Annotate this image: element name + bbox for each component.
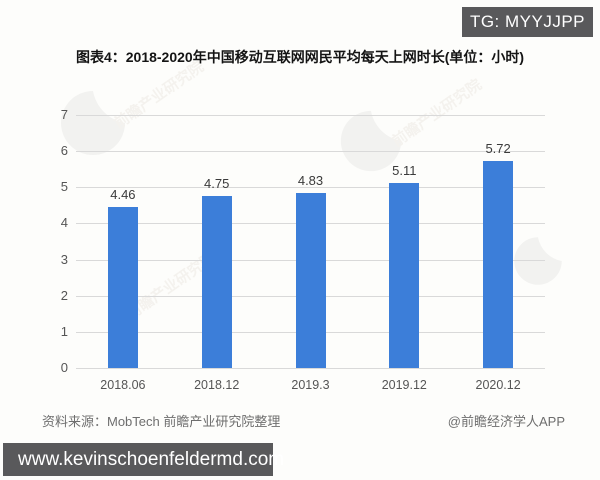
plot-area: 4.46 4.75 4.83 5.11 5.72 [76,115,545,369]
x-tick-label: 2020.12 [475,378,521,392]
bar-2019.12 [389,183,420,368]
gridline [76,151,545,153]
bar-value-label: 5.72 [485,141,511,157]
y-tick-label: 3 [60,251,68,267]
bar-value-label: 4.83 [297,173,324,189]
gridline [76,115,545,116]
source-text: 资料来源：MobTech 前瞻产业研究院整理 [42,414,281,429]
bar-value-label: 4.75 [204,176,230,192]
x-tick-label: 2018.12 [194,378,240,392]
tg-badge-text: TG: MYYJJPP [469,12,586,31]
url-bar-text: www.kevinschoenfeldermd.com [18,449,285,470]
bar-value-label: 5.11 [392,163,417,179]
y-tick-label: 0 [60,360,68,375]
attribution-text: @前瞻经济学人APP [447,414,565,429]
x-tick-label: 2019.12 [381,378,427,392]
bar-2018.12 [201,196,232,368]
url-bar: www.kevinschoenfeldermd.com [3,443,284,476]
gridline [76,368,545,369]
y-tick-label: 7 [60,107,68,122]
y-tick-label: 1 [60,323,68,339]
bar-value-label: 4.46 [110,186,136,202]
y-tick-label: 2 [60,287,68,303]
bar-2018.06 [107,206,138,368]
source-line: 资料来源：MobTech 前瞻产业研究院整理 @前瞻经济学人APP [42,411,565,430]
bar-chart: 前瞻产业研究院 前瞻产业研究院 前瞻产业研究院 4.46 4.75 4.83 5.11… [0,58,600,400]
x-tick-label: 2018.06 [100,378,146,392]
x-tick-label: 2019.3 [291,378,330,392]
bar-2019.3 [295,193,326,368]
chart-title: 图表4：2018-2020年中国移动互联网网民平均每天上网时长(单位：小时) [75,49,525,65]
y-tick-label: 5 [60,179,68,195]
tg-badge: TG: MYYJJPP [462,7,593,37]
y-tick-label: 4 [60,215,68,231]
y-tick-label: 6 [60,143,68,159]
gridline [76,187,545,189]
bar-2020.12 [483,161,514,368]
